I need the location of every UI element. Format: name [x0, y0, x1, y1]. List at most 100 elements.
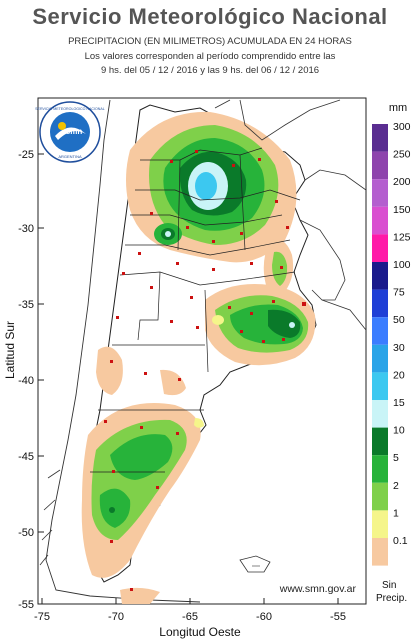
x-tick-label: -75 [34, 611, 50, 623]
legend-swatch-75 [372, 289, 388, 318]
y-tick-label: -30 [18, 223, 34, 235]
precip-2-entrerios [272, 251, 288, 286]
legend-swatch-0.1 [372, 538, 388, 566]
map-subtitle: PRECIPITACION (EN MILIMETROS) ACUMULADA … [68, 36, 352, 47]
period-note-line-2: 9 hs. del 05 / 12 / 2016 y las 9 hs. del… [100, 65, 320, 76]
station-marker [122, 272, 125, 275]
x-tick-label: -60 [256, 611, 272, 623]
province-borders [90, 147, 301, 473]
legend-swatch-50 [372, 317, 388, 345]
station-marker [282, 338, 285, 341]
x-tick-label: -65 [182, 611, 198, 623]
station-marker [150, 212, 153, 215]
chile-coastline [45, 99, 201, 603]
legend-label-15: 15 [393, 397, 405, 409]
neighbor-borders [214, 99, 366, 331]
y-tick-label: -35 [18, 299, 34, 311]
station-marker [250, 312, 253, 315]
legend-swatch-125 [372, 234, 388, 262]
precip-10-buenosaires [268, 309, 301, 338]
x-tick-label: -55 [330, 611, 346, 623]
weather-stations [104, 150, 306, 591]
legend-label-30: 30 [393, 342, 405, 354]
station-marker [190, 296, 193, 299]
precip-5-chubut [110, 434, 173, 480]
precipitation-field [81, 111, 316, 604]
legend-swatch-10 [372, 427, 388, 456]
chile-fjords [39, 469, 61, 566]
station-marker [176, 432, 179, 435]
legend-no-precip-label-1: Sin [382, 580, 396, 591]
legend-swatch-250 [372, 151, 388, 180]
station-marker [212, 240, 215, 243]
station-marker [156, 486, 159, 489]
y-tick-labels: -25 -30 -35 -40 -45 -50 -55 [18, 149, 34, 611]
precip-1-pampa-dot [212, 315, 224, 325]
legend-swatch-1 [372, 510, 388, 538]
station-marker [110, 540, 113, 543]
logo-text-bottom: ARGENTINA [58, 154, 82, 159]
legend-swatch-300 [372, 124, 388, 152]
station-marker [195, 150, 198, 153]
station-marker [170, 160, 173, 163]
y-tick-label: -45 [18, 451, 34, 463]
legend-swatch-200 [372, 179, 388, 207]
legend-label-125: 125 [393, 231, 411, 243]
station-marker [110, 360, 113, 363]
legend-label-10: 10 [393, 425, 405, 437]
legend-no-precip-label-2: Precip. [376, 593, 407, 604]
station-marker [286, 226, 289, 229]
station-marker [116, 316, 119, 319]
legend-label-300: 300 [393, 121, 411, 133]
logo-text-top: SERVICIO METEOROLOGICO NACIONAL [35, 107, 105, 111]
precip-15-west-dot [165, 231, 171, 237]
legend-label-200: 200 [393, 176, 411, 188]
station-marker [196, 326, 199, 329]
logo-swoosh [55, 127, 86, 140]
station-marker [150, 286, 153, 289]
color-legend: mm 3002502001501251007550302015105210.1 … [372, 102, 411, 604]
y-tick-label: -25 [18, 149, 34, 161]
station-marker [262, 340, 265, 343]
precip-1-coast [194, 418, 204, 428]
station-marker [240, 232, 243, 235]
precip-0.1-neuquen [96, 346, 123, 395]
station-marker [232, 164, 235, 167]
y-axis-label: Latitud Sur [3, 321, 17, 379]
legend-label-100: 100 [393, 259, 411, 271]
y-tick-label: -55 [18, 599, 34, 611]
legend-label-2: 2 [393, 480, 399, 492]
precip-10-santacruz-dot [109, 507, 115, 513]
legend-label-20: 20 [393, 369, 405, 381]
station-marker [112, 470, 115, 473]
station-marker [302, 302, 306, 306]
website-label: www.smn.gov.ar [279, 583, 357, 595]
station-marker [186, 226, 189, 229]
period-note-line-1: Los valores corresponden al período comp… [84, 51, 336, 62]
station-marker [272, 300, 275, 303]
x-axis-label: Longitud Oeste [159, 625, 241, 639]
station-marker [280, 266, 283, 269]
logo-center-text: smn [66, 127, 83, 136]
precip-5-santacruz [99, 488, 131, 528]
station-marker [170, 320, 173, 323]
station-marker [250, 262, 253, 265]
legend-swatch-30 [372, 344, 388, 373]
station-marker [176, 262, 179, 265]
legend-swatch-100 [372, 262, 388, 290]
legend-label-0.1: 0.1 [393, 535, 408, 547]
legend-label-5: 5 [393, 452, 399, 464]
legend-label-1: 1 [393, 507, 399, 519]
precip-15-buenosaires-dot [289, 322, 295, 328]
station-marker [240, 330, 243, 333]
station-marker [144, 372, 147, 375]
station-marker [138, 252, 141, 255]
legend-swatch-2 [372, 482, 388, 511]
smn-logo: smn SERVICIO METEOROLOGICO NACIONAL ARGE… [35, 101, 105, 163]
precip-20-core [195, 172, 217, 200]
legend-label-50: 50 [393, 314, 405, 326]
malvinas-islands [239, 555, 271, 573]
legend-swatches: 300 250 200 150 125 100 75 50 30 20 15 10 5 2 1 0.1 [372, 121, 411, 566]
station-marker [140, 426, 143, 429]
